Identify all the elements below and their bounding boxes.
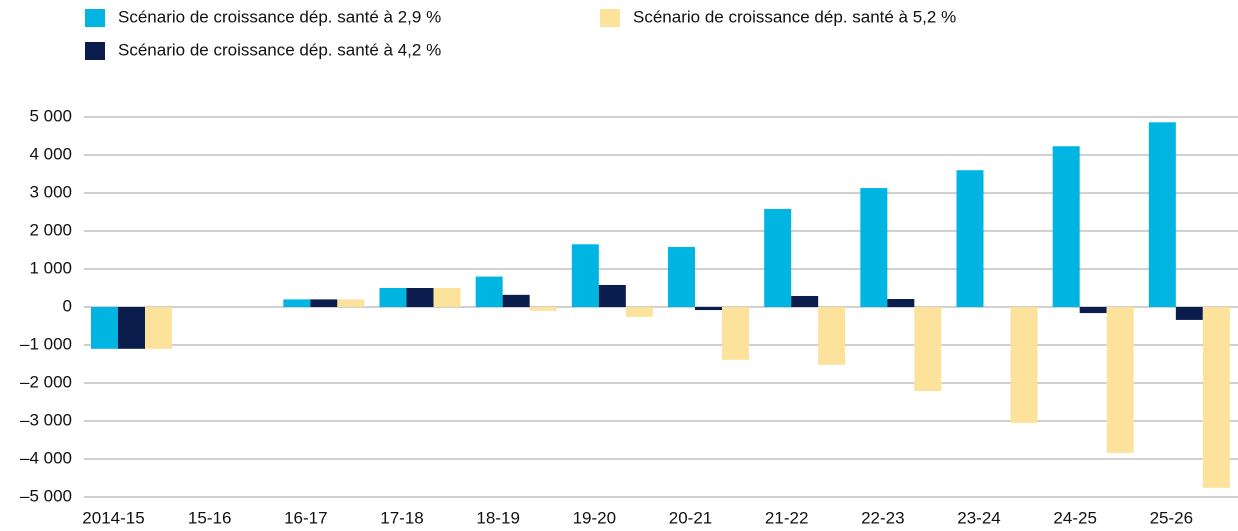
bar [406, 288, 434, 307]
bar [887, 299, 915, 307]
x-tick-label: 15-16 [188, 508, 231, 527]
bar [118, 307, 145, 349]
bar [379, 288, 407, 307]
legend-label: Scénario de croissance dép. santé à 2,9 … [118, 7, 441, 26]
bar [310, 299, 338, 307]
bar [1148, 122, 1176, 307]
x-tick-label: 18-19 [476, 508, 519, 527]
bar [91, 307, 118, 349]
y-tick-label: 2 000 [29, 220, 72, 239]
x-tick-label: 19-20 [573, 508, 616, 527]
y-tick-label: –1 000 [20, 334, 72, 353]
bar [529, 307, 557, 311]
y-tick-label: –5 000 [20, 486, 72, 505]
bar [502, 294, 530, 307]
bar [433, 288, 461, 307]
bar [283, 299, 311, 307]
bar [1202, 307, 1230, 488]
bar [145, 307, 172, 349]
bar [956, 170, 984, 307]
x-tick-label: 17-18 [380, 508, 423, 527]
legend-label: Scénario de croissance dép. santé à 4,2 … [118, 40, 441, 59]
bar [1106, 307, 1134, 453]
legend-label: Scénario de croissance dép. santé à 5,2 … [633, 7, 956, 26]
bar [598, 284, 626, 307]
bar [722, 307, 749, 360]
x-tick-label: 25-26 [1150, 508, 1193, 527]
bar [1052, 146, 1080, 307]
bar [1079, 307, 1107, 314]
bar [668, 246, 695, 307]
bar [337, 299, 365, 307]
y-tick-label: 1 000 [29, 258, 72, 277]
bar [695, 307, 722, 311]
bar [1175, 307, 1203, 320]
legend-swatch [85, 9, 105, 27]
y-tick-label: 5 000 [29, 106, 72, 125]
y-tick-label: –3 000 [20, 410, 72, 429]
y-tick-label: 3 000 [29, 182, 72, 201]
bar [860, 188, 888, 307]
x-tick-label: 20-21 [669, 508, 712, 527]
bar [791, 295, 819, 307]
x-tick-label: 2014-15 [82, 508, 144, 527]
bar [914, 307, 942, 391]
bar [571, 244, 599, 307]
bar [818, 307, 846, 365]
y-tick-label: 4 000 [29, 144, 72, 163]
legend-swatch [600, 9, 620, 27]
bar [764, 208, 792, 307]
y-tick-label: –4 000 [20, 448, 72, 467]
bar [1010, 307, 1038, 423]
y-tick-label: –2 000 [20, 372, 72, 391]
x-tick-label: 23-24 [957, 508, 1000, 527]
bar [625, 307, 653, 317]
x-tick-label: 24-25 [1053, 508, 1096, 527]
legend-swatch [85, 42, 105, 60]
bar [475, 276, 503, 307]
x-tick-label: 21-22 [765, 508, 808, 527]
x-tick-label: 22-23 [861, 508, 904, 527]
y-tick-label: 0 [63, 296, 72, 315]
x-tick-label: 16-17 [284, 508, 327, 527]
